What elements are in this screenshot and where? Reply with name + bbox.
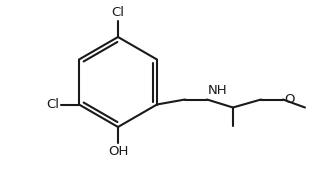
Text: NH: NH bbox=[208, 84, 228, 98]
Text: Cl: Cl bbox=[46, 98, 59, 111]
Text: OH: OH bbox=[108, 145, 128, 158]
Text: Cl: Cl bbox=[112, 6, 125, 19]
Text: O: O bbox=[284, 93, 295, 106]
